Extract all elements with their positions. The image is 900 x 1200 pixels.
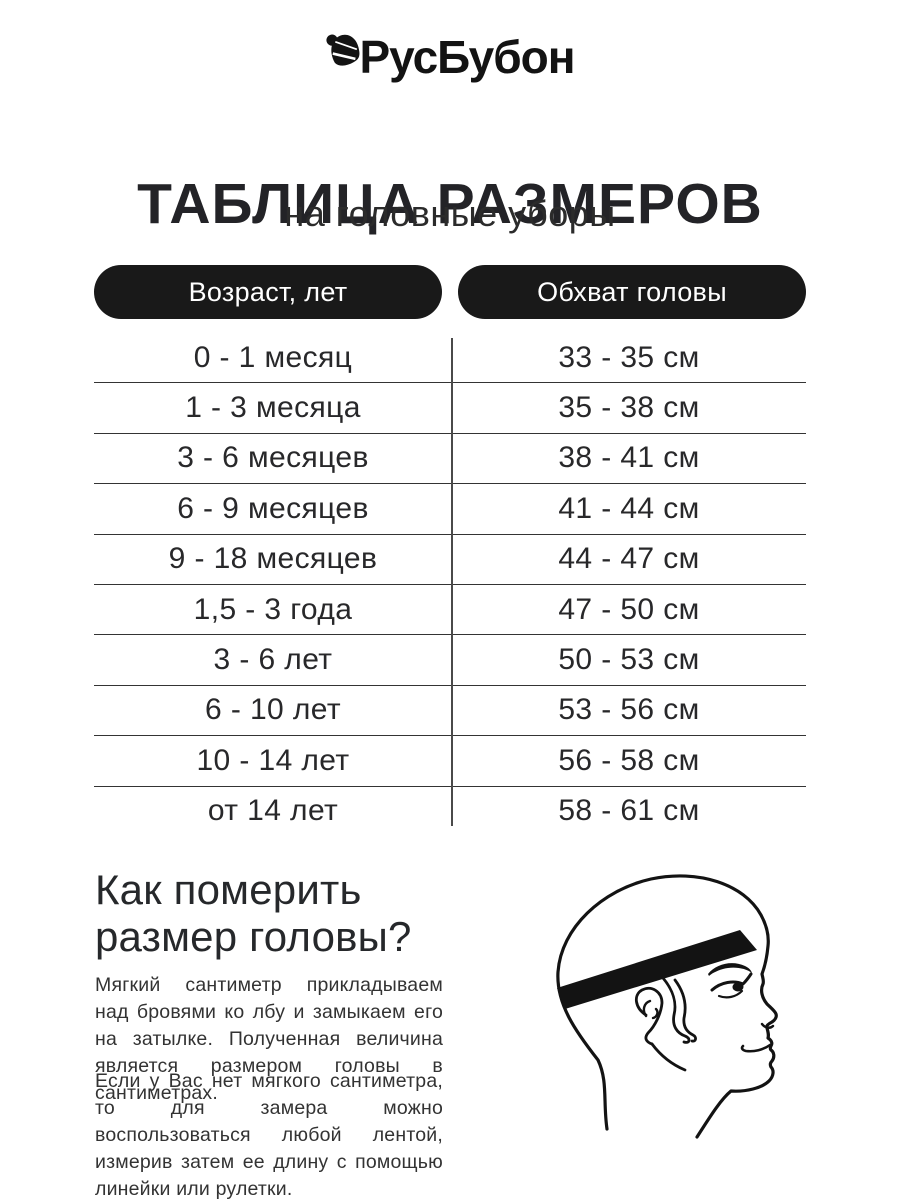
age-cell: 3 - 6 лет <box>213 643 333 677</box>
table-row: 9 - 18 месяцев 44 - 47 см <box>94 535 806 585</box>
table-row: 1,5 - 3 года 47 - 50 см <box>94 585 806 636</box>
table-row: 6 - 10 лет 53 - 56 см <box>94 686 806 737</box>
circumference-cell: 44 - 47 см <box>558 542 700 576</box>
circumference-cell: 56 - 58 см <box>558 743 700 777</box>
table-row: 6 - 9 месяцев 41 - 44 см <box>94 484 806 535</box>
head-profile-illustration <box>556 874 778 1139</box>
circumference-cell: 58 - 61 см <box>558 794 700 828</box>
table-row: 3 - 6 лет 50 - 53 см <box>94 635 806 686</box>
howto-paragraph-1: Мягкий сантиметр прикладываем над бровям… <box>95 974 443 1104</box>
page-subtitle: на головные уборы <box>284 193 616 234</box>
brand-logo: РусБубон <box>0 34 900 80</box>
howto-heading: Как померить размер головы? <box>95 866 412 961</box>
age-cell: 6 - 9 месяцев <box>177 491 369 525</box>
table-row: от 14 лет 58 - 61 см <box>94 787 806 836</box>
table-row: 3 - 6 месяцев 38 - 41 см <box>94 434 806 485</box>
page-title: ТАБЛИЦА РАЗМЕРОВ <box>137 172 763 237</box>
circumference-cell: 50 - 53 см <box>558 643 700 677</box>
circumference-cell: 41 - 44 см <box>558 491 700 525</box>
size-table: 0 - 1 месяц 33 - 35 см 1 - 3 месяца 35 - 38… <box>94 333 806 836</box>
table-row: 0 - 1 месяц 33 - 35 см <box>94 333 806 384</box>
age-cell: 0 - 1 месяц <box>193 340 353 374</box>
table-row: 1 - 3 месяца 35 - 38 см <box>94 383 806 434</box>
age-cell: 1,5 - 3 года <box>193 592 353 626</box>
age-cell: 9 - 18 месяцев <box>168 542 378 576</box>
size-table-rows: 0 - 1 месяц 33 - 35 см 1 - 3 месяца 35 - 38… <box>94 333 806 836</box>
age-cell: от 14 лет <box>207 794 339 828</box>
beanie-hat-icon <box>326 34 360 66</box>
column-header-age: Возраст, лет <box>94 265 442 319</box>
age-cell: 1 - 3 месяца <box>185 391 361 425</box>
table-column-divider <box>451 338 453 826</box>
circumference-cell: 38 - 41 см <box>558 441 700 475</box>
age-cell: 3 - 6 месяцев <box>177 441 369 475</box>
circumference-cell: 53 - 56 см <box>558 693 700 727</box>
howto-paragraph-2: Если у Вас нет мягкого сантиметра, то дл… <box>95 1070 443 1200</box>
table-row: 10 - 14 лет 56 - 58 см <box>94 736 806 787</box>
age-cell: 6 - 10 лет <box>205 693 341 727</box>
circumference-cell: 35 - 38 см <box>558 391 700 425</box>
circumference-cell: 33 - 35 см <box>558 340 700 374</box>
age-cell: 10 - 14 лет <box>196 743 350 777</box>
column-header-circumference: Обхват головы <box>458 265 806 319</box>
brand-name: РусБубон <box>359 31 575 83</box>
circumference-cell: 47 - 50 см <box>558 592 700 626</box>
